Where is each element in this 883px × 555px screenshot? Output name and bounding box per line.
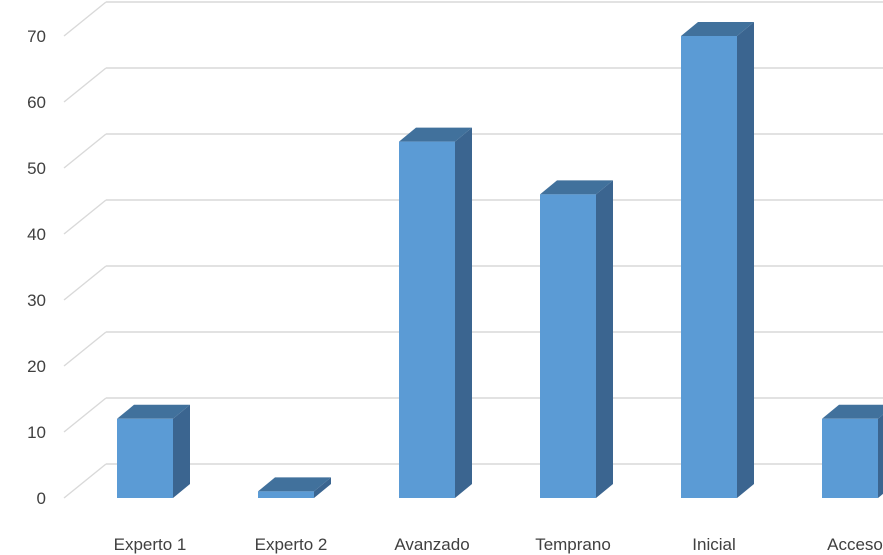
bar-front: [681, 36, 737, 498]
x-tick-label: Avanzado: [394, 535, 469, 554]
bar: [681, 22, 754, 498]
grid-line-diagonal: [63, 67, 107, 103]
x-tick-label: Acceso: [827, 535, 883, 554]
grid-line-diagonal: [63, 397, 107, 433]
y-tick-label: 10: [27, 423, 46, 442]
y-axis-ticks: 0 10 20 30 40 50 60 70: [27, 27, 46, 508]
bar-side: [878, 414, 883, 498]
grid-line-diagonal: [63, 463, 107, 499]
bar-side: [596, 180, 613, 498]
grid-line-diagonal: [63, 199, 107, 235]
bar-top: [822, 404, 883, 419]
y-tick-label: 20: [27, 357, 46, 376]
bar-top: [540, 180, 613, 195]
y-tick-label: 60: [27, 93, 46, 112]
y-tick-label: 50: [27, 159, 46, 178]
bar-front: [258, 491, 314, 498]
bar-top: [258, 477, 331, 492]
y-tick-label: 30: [27, 291, 46, 310]
bar-front: [540, 194, 596, 498]
grid-line-diagonal: [63, 265, 107, 301]
x-axis-labels: Experto 1 Experto 2 Avanzado Temprano Inicia…: [114, 535, 883, 554]
bar-front: [822, 418, 878, 498]
bar: [399, 127, 472, 498]
bar: [822, 404, 883, 498]
bar: [540, 180, 613, 498]
x-tick-label: Experto 2: [255, 535, 328, 554]
bar-top: [117, 404, 190, 419]
bar-side: [314, 477, 331, 498]
bars: [117, 22, 883, 498]
bar-top: [681, 22, 754, 36]
y-tick-label: 40: [27, 225, 46, 244]
bar-front: [399, 141, 455, 498]
bar-side: [737, 22, 754, 498]
x-tick-label: Temprano: [535, 535, 611, 554]
grid-line-diagonal: [63, 331, 107, 367]
y-tick-label: 70: [27, 27, 46, 46]
bar-side: [173, 404, 190, 498]
x-tick-label: Experto 1: [114, 535, 187, 554]
grid-line-diagonal: [63, 133, 107, 169]
x-tick-label: Inicial: [692, 535, 735, 554]
bar: [117, 404, 190, 498]
bar-top: [399, 127, 472, 142]
bar-side: [455, 127, 472, 498]
bar-front: [117, 418, 173, 498]
y-tick-label: 0: [37, 489, 46, 508]
grid-line-diagonal: [63, 1, 107, 37]
bar: [258, 477, 331, 498]
